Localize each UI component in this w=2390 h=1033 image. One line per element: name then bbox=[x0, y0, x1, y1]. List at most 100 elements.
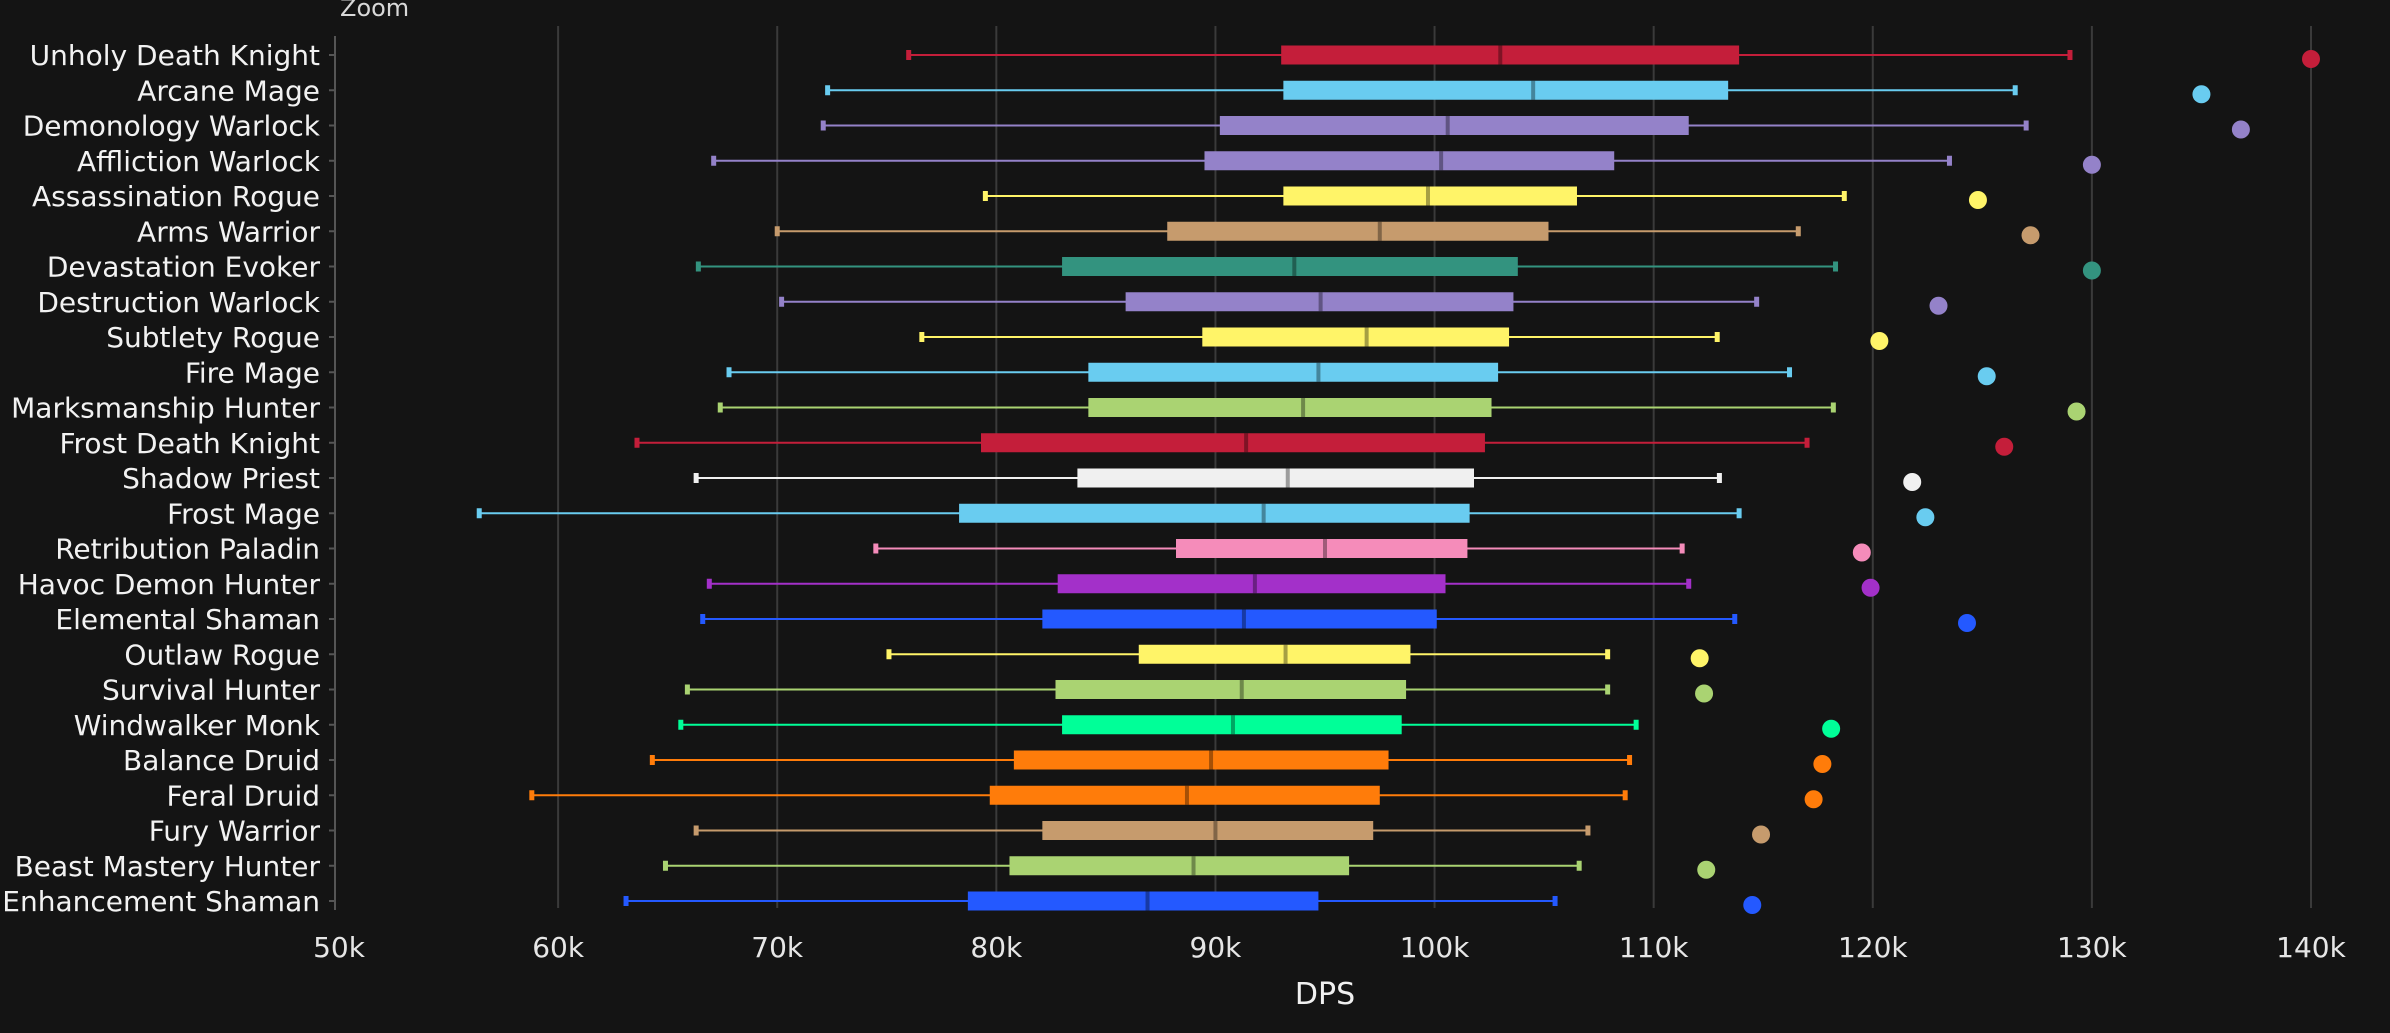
whisker-cap-max bbox=[1841, 191, 1847, 201]
category-label: Beast Mastery Hunter bbox=[15, 850, 321, 883]
series-row: Fury Warrior bbox=[149, 815, 1771, 848]
category-label: Marksmanship Hunter bbox=[11, 392, 320, 425]
whisker-cap-min bbox=[700, 614, 706, 624]
series-row: Unholy Death Knight bbox=[30, 39, 2320, 72]
x-tick-label: 110k bbox=[1619, 931, 1689, 964]
category-label: Assassination Rogue bbox=[32, 180, 320, 213]
whisker-cap-min bbox=[779, 296, 785, 307]
series-row: Balance Druid bbox=[123, 744, 1832, 777]
x-tick-label: 90k bbox=[1190, 931, 1243, 964]
box bbox=[1042, 821, 1374, 840]
box bbox=[1176, 539, 1468, 558]
median-mark bbox=[1377, 221, 1382, 241]
box bbox=[1062, 257, 1518, 276]
outlier-point bbox=[1813, 755, 1832, 773]
whisker-cap-min bbox=[711, 155, 717, 166]
whisker-cap-min bbox=[662, 860, 668, 871]
whisker-cap-max bbox=[1804, 437, 1810, 448]
whisker-cap-max bbox=[1830, 402, 1836, 413]
whisker-cap-min bbox=[678, 719, 684, 730]
category-label: Frost Death Knight bbox=[59, 427, 320, 460]
whisker-cap-min bbox=[706, 578, 712, 589]
series-row: Arcane Mage bbox=[137, 74, 2211, 107]
outlier-point bbox=[1697, 860, 1716, 879]
series-row: Destruction Warlock bbox=[37, 286, 1948, 319]
box bbox=[1202, 327, 1510, 347]
category-label: Arms Warrior bbox=[137, 215, 320, 248]
median-mark bbox=[1244, 433, 1249, 453]
box bbox=[959, 503, 1470, 523]
whisker-cap-min bbox=[982, 191, 988, 201]
category-label: Balance Druid bbox=[123, 744, 320, 777]
whisker-cap-max bbox=[1736, 508, 1742, 519]
series-row: Affliction Warlock bbox=[77, 145, 2101, 178]
outlier-point bbox=[2192, 85, 2211, 104]
median-mark bbox=[1209, 750, 1214, 770]
outlier-point bbox=[1822, 719, 1841, 738]
series-row: Feral Druid bbox=[166, 779, 1823, 812]
x-tick-label: 130k bbox=[2057, 931, 2127, 964]
series-row: Shadow Priest bbox=[122, 462, 1922, 495]
box bbox=[1062, 715, 1402, 735]
series-row: Survival Hunter bbox=[102, 674, 1714, 707]
category-label: Retribution Paladin bbox=[55, 533, 320, 566]
box bbox=[1042, 609, 1437, 629]
whisker-cap-min bbox=[529, 790, 535, 801]
whisker-cap-max bbox=[1732, 614, 1738, 624]
category-label: Feral Druid bbox=[166, 779, 320, 812]
series-row: Enhancement Shaman bbox=[2, 885, 1762, 918]
whisker-cap-max bbox=[1679, 543, 1685, 554]
category-label: Enhancement Shaman bbox=[2, 885, 320, 918]
whisker-cap-min bbox=[873, 543, 879, 554]
outlier-point bbox=[2021, 226, 2040, 245]
median-mark bbox=[1230, 715, 1235, 735]
median-mark bbox=[1252, 574, 1257, 594]
series-row: Outlaw Rogue bbox=[124, 638, 1709, 671]
outlier-point bbox=[1903, 473, 1922, 491]
series-row: Havoc Demon Hunter bbox=[18, 568, 1880, 601]
category-label: Fury Warrior bbox=[149, 815, 321, 848]
box bbox=[1283, 186, 1577, 206]
whisker-cap-min bbox=[684, 684, 690, 695]
whisker-cap-min bbox=[825, 85, 831, 96]
zoom-label[interactable]: Zoom bbox=[340, 0, 410, 22]
whisker-cap-max bbox=[1714, 332, 1720, 342]
series-row: Fire Mage bbox=[185, 356, 1996, 389]
median-mark bbox=[1239, 680, 1244, 699]
median-mark bbox=[1425, 186, 1430, 206]
outlier-point bbox=[1957, 614, 1976, 632]
median-mark bbox=[1241, 609, 1246, 629]
x-tick-label: 120k bbox=[1838, 931, 1908, 964]
median-mark bbox=[1498, 45, 1503, 65]
box bbox=[967, 891, 1319, 911]
median-mark bbox=[1145, 891, 1150, 911]
series-row: Retribution Paladin bbox=[55, 533, 1871, 566]
box bbox=[1167, 221, 1549, 241]
median-mark bbox=[1531, 80, 1536, 100]
median-mark bbox=[1283, 644, 1288, 664]
series-row: Beast Mastery Hunter bbox=[15, 850, 1716, 883]
whisker-cap-min bbox=[919, 332, 925, 342]
outlier-point bbox=[1743, 896, 1762, 914]
whisker-cap-max bbox=[1622, 790, 1628, 801]
box bbox=[1281, 45, 1740, 65]
box bbox=[1088, 362, 1499, 382]
box bbox=[1057, 574, 1446, 594]
box bbox=[1204, 151, 1615, 171]
series-row: Subtlety Rogue bbox=[106, 321, 1889, 354]
whisker-cap-min bbox=[693, 825, 699, 836]
median-mark bbox=[1184, 785, 1189, 805]
whisker-cap-max bbox=[1576, 860, 1582, 871]
whisker-cap-max bbox=[1754, 296, 1760, 307]
outlier-point bbox=[1929, 296, 1948, 315]
category-label: Elemental Shaman bbox=[55, 603, 320, 636]
median-mark bbox=[1191, 856, 1196, 876]
median-mark bbox=[1213, 821, 1218, 840]
x-tick-label: 70k bbox=[751, 931, 804, 964]
x-tick-label: 50k bbox=[313, 931, 366, 964]
category-label: Shadow Priest bbox=[122, 462, 320, 495]
median-mark bbox=[1364, 327, 1369, 347]
category-label: Havoc Demon Hunter bbox=[18, 568, 321, 601]
whisker-cap-min bbox=[695, 261, 701, 272]
